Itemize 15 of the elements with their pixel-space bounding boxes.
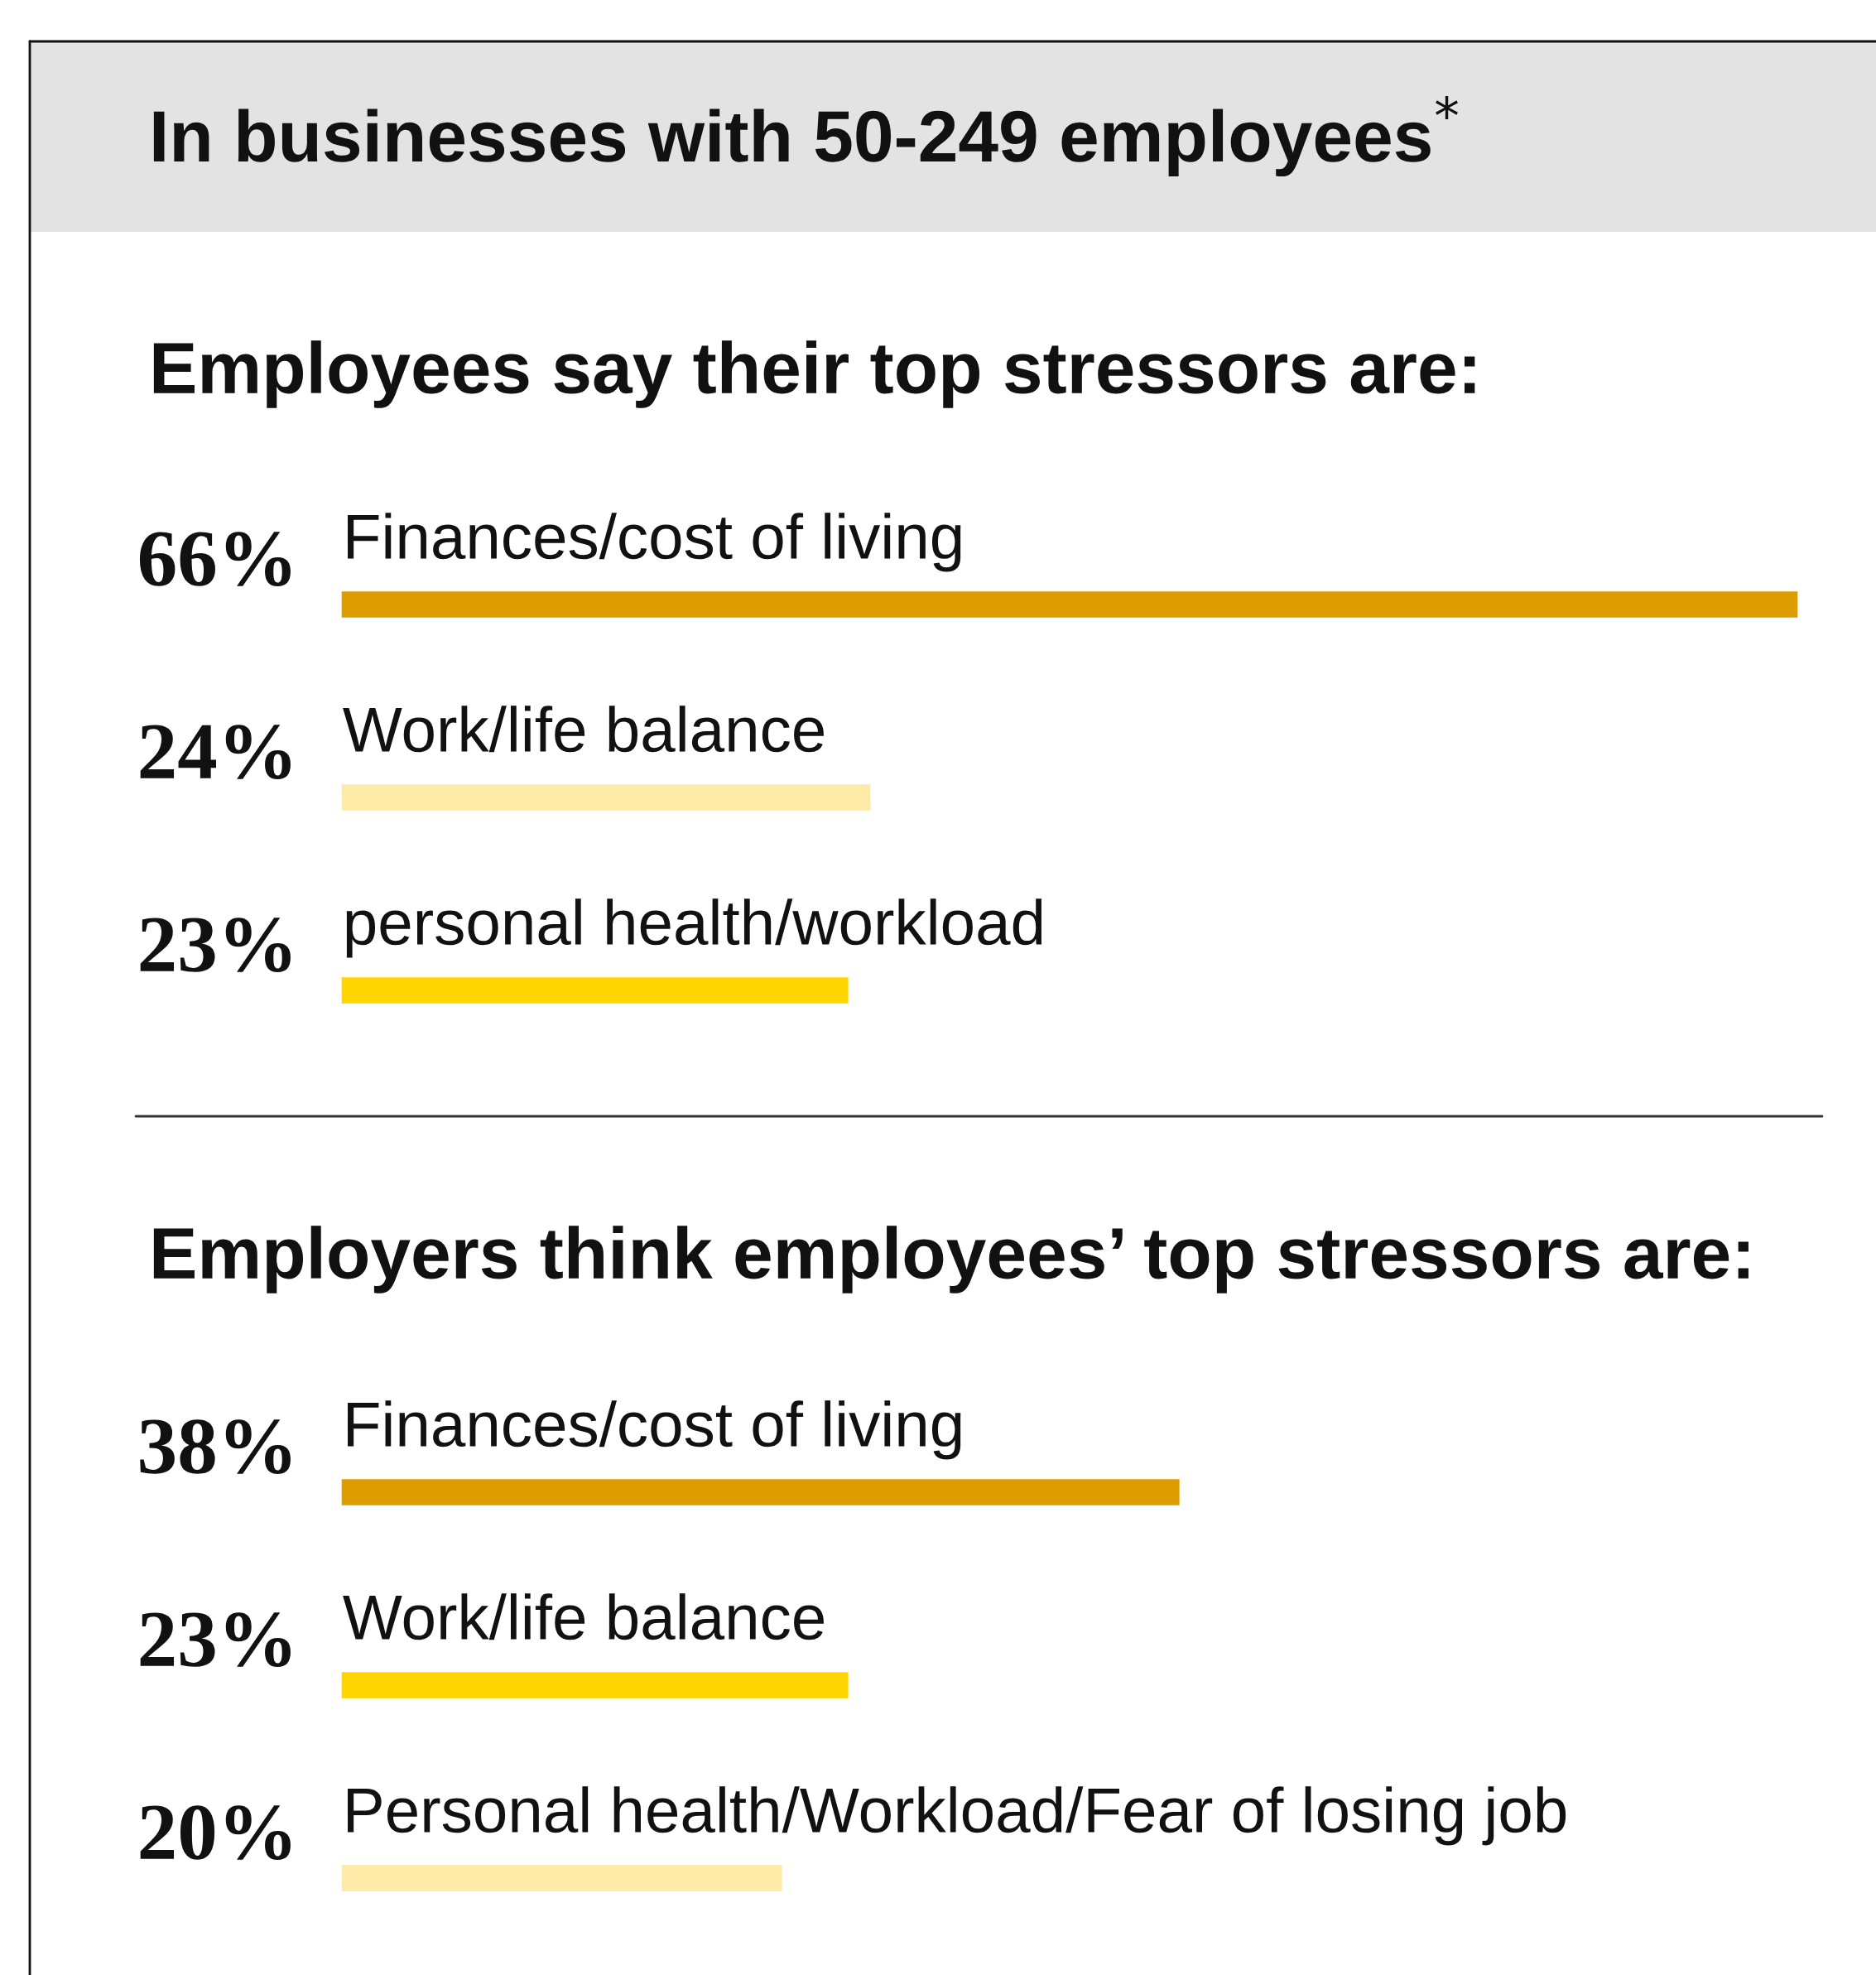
- text: In businesses with 50-249 employees$^{*}$: [153, 96, 1459, 177]
- y-tick-label: Work/life balance: [343, 706, 824, 753]
- y-tick-label: Work/life balance: [343, 1593, 824, 1640]
- y-tick-label: Personal health/Workload/Fear of losing job: [348, 1786, 1566, 1846]
- y-tick-label: Finances/cost of living: [348, 1400, 961, 1460]
- chart-title: Employees say their top stressors are:: [153, 340, 1475, 408]
- data-label: 20%: [140, 1805, 291, 1861]
- data-label: 23%: [140, 1612, 291, 1668]
- data-label: 38%: [140, 1419, 291, 1475]
- data-label: 23%: [140, 918, 291, 973]
- y-tick-label: Finances/cost of living: [348, 513, 961, 572]
- data-label: 24%: [140, 725, 291, 780]
- y-tick-label: personal health/workload: [346, 898, 1042, 958]
- data-label: 66%: [139, 532, 291, 587]
- chart-title: Employers think employees’ top stressors are:: [153, 1226, 1749, 1293]
